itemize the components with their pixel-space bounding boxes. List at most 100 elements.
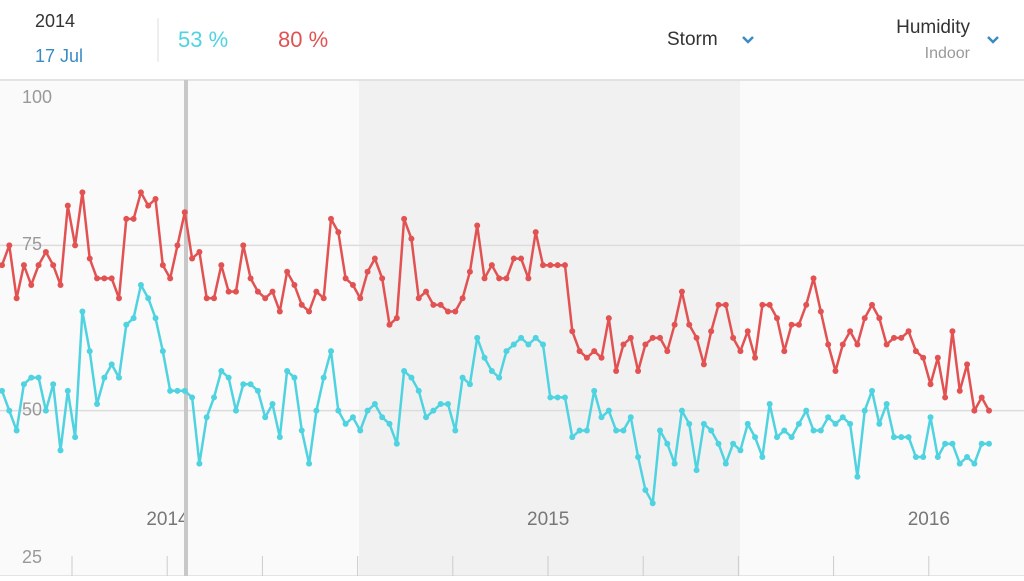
data-point <box>825 341 832 348</box>
x-ticks: 2014 2015 2016 <box>71 509 950 576</box>
data-point <box>6 407 13 414</box>
data-point <box>927 414 934 421</box>
data-point <box>291 374 298 381</box>
data-point <box>408 235 415 242</box>
data-point <box>912 348 919 355</box>
chevron[interactable] <box>742 36 754 44</box>
metric-location[interactable]: Indoor <box>925 45 971 62</box>
data-point <box>72 242 79 249</box>
metric-name[interactable]: Humidity <box>896 17 970 38</box>
chevron[interactable] <box>987 36 999 44</box>
data-point <box>854 473 861 480</box>
x-tick-label: 2014 <box>146 509 189 530</box>
data-point <box>664 348 671 355</box>
data-point <box>912 453 919 460</box>
data-point <box>364 268 371 275</box>
data-point <box>898 334 905 341</box>
station-name[interactable]: Storm <box>667 29 718 50</box>
data-point <box>262 414 269 421</box>
data-point <box>108 361 115 368</box>
data-point <box>306 460 313 467</box>
y-tick-label: 25 <box>22 547 42 567</box>
data-point <box>503 348 510 355</box>
data-point <box>452 308 459 315</box>
value-outdoor: 53 % <box>178 27 228 52</box>
data-point <box>218 367 225 374</box>
data-point <box>145 202 152 209</box>
series-line <box>0 191 991 412</box>
data-point <box>386 420 393 427</box>
data-point <box>342 420 349 427</box>
data-point <box>708 328 715 335</box>
data-point <box>949 328 956 335</box>
data-point <box>393 315 400 322</box>
data-point <box>423 414 430 421</box>
data-point <box>649 334 656 341</box>
data-point <box>956 460 963 467</box>
data-point <box>847 420 854 427</box>
data-point <box>971 407 978 414</box>
data-point <box>101 275 108 282</box>
data-point <box>393 440 400 447</box>
data-point <box>254 387 261 394</box>
data-point <box>174 387 181 394</box>
data-point <box>474 334 481 341</box>
selected-year: 2014 <box>35 11 75 31</box>
data-point <box>211 394 218 401</box>
data-point <box>876 420 883 427</box>
data-point <box>123 215 130 222</box>
data-point <box>262 295 269 302</box>
data-point <box>94 275 101 282</box>
data-point <box>189 394 196 401</box>
data-point <box>371 255 378 262</box>
data-point <box>167 387 174 394</box>
data-point <box>657 334 663 341</box>
data-point <box>503 275 510 282</box>
data-point <box>620 341 627 348</box>
data-point <box>883 341 890 348</box>
data-point <box>437 301 444 308</box>
data-point <box>810 275 817 282</box>
data-point <box>459 374 466 381</box>
metric-selector[interactable]: Humidity Indoor <box>896 17 999 62</box>
cursor-line <box>184 80 188 576</box>
data-point <box>715 440 722 447</box>
data-point <box>649 500 656 507</box>
data-point <box>583 354 590 361</box>
data-point <box>466 268 473 275</box>
data-point <box>905 328 912 335</box>
data-point <box>576 427 583 434</box>
data-point <box>854 341 861 348</box>
data-point <box>42 407 49 414</box>
data-point <box>518 334 525 341</box>
data-point <box>137 282 144 289</box>
data-point <box>64 202 71 209</box>
data-point <box>525 275 532 282</box>
data-point <box>678 288 685 295</box>
data-point <box>759 453 766 460</box>
data-point <box>313 288 320 295</box>
data-point <box>50 262 57 269</box>
data-point <box>13 427 20 434</box>
data-point <box>627 334 634 341</box>
data-point <box>430 407 437 414</box>
data-point <box>42 248 49 255</box>
data-point <box>752 434 759 441</box>
data-point <box>620 427 627 434</box>
data-point <box>781 348 788 355</box>
data-point <box>145 295 152 302</box>
value-indoor: 80 % <box>278 27 328 52</box>
data-point <box>28 282 35 289</box>
data-point <box>839 414 846 421</box>
data-point <box>759 301 766 308</box>
station-selector[interactable]: Storm <box>667 29 754 50</box>
data-point <box>576 348 583 355</box>
data-point <box>189 255 196 262</box>
data-point <box>722 460 729 467</box>
data-point <box>613 367 620 374</box>
data-point <box>415 387 422 394</box>
data-point <box>203 295 210 302</box>
data-point <box>496 275 503 282</box>
data-point <box>444 308 451 315</box>
data-point <box>657 427 663 434</box>
